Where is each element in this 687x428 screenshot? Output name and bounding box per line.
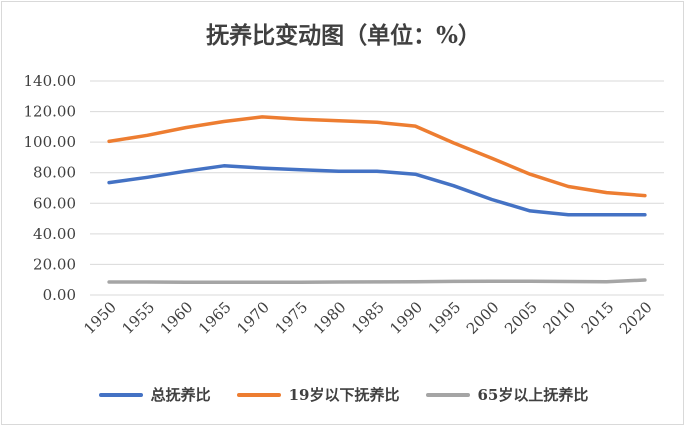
x-tick-label: 1985 bbox=[348, 298, 388, 338]
y-tick-label: 20.00 bbox=[33, 255, 76, 273]
legend-label: 65岁以上抚养比 bbox=[477, 386, 589, 404]
legend-item: 总抚养比 bbox=[98, 384, 211, 405]
x-tick-label: 1980 bbox=[310, 298, 350, 338]
legend-item: 19岁以下抚养比 bbox=[236, 384, 400, 405]
y-tick-label: 80.00 bbox=[33, 164, 76, 182]
y-tick-label: 120.00 bbox=[24, 103, 77, 121]
legend-item: 65岁以上抚养比 bbox=[425, 384, 589, 405]
x-tick-label: 2005 bbox=[501, 298, 541, 338]
x-tick-label: 2015 bbox=[578, 298, 618, 338]
x-tick-label: 1950 bbox=[80, 298, 120, 338]
x-tick-label: 1975 bbox=[272, 298, 312, 338]
x-tick-label: 2010 bbox=[539, 298, 579, 338]
legend: 总抚养比 19岁以下抚养比 65岁以上抚养比 bbox=[0, 384, 687, 405]
y-tick-label: 0.00 bbox=[43, 286, 76, 304]
x-tick-label: 1960 bbox=[157, 298, 197, 338]
x-tick-label: 1995 bbox=[425, 298, 465, 338]
y-tick-label: 40.00 bbox=[33, 225, 76, 243]
legend-swatch bbox=[98, 392, 143, 397]
y-tick-label: 60.00 bbox=[33, 194, 76, 212]
chart-title: 抚养比变动图（单位：%） bbox=[206, 22, 481, 49]
x-tick-label: 2020 bbox=[616, 298, 656, 338]
y-tick-label: 140.00 bbox=[24, 72, 77, 90]
y-tick-label: 100.00 bbox=[24, 133, 77, 151]
x-tick-label: 1970 bbox=[233, 298, 273, 338]
x-tick-label: 1955 bbox=[118, 298, 158, 338]
x-tick-label: 1990 bbox=[386, 298, 426, 338]
legend-swatch bbox=[236, 392, 281, 397]
x-tick-label: 2000 bbox=[463, 298, 503, 338]
series-line-0 bbox=[107, 164, 647, 217]
legend-label: 总抚养比 bbox=[150, 386, 211, 404]
series-line-1 bbox=[107, 115, 647, 198]
legend-swatch bbox=[425, 392, 470, 397]
series-line-2 bbox=[107, 278, 647, 285]
x-tick-label: 1965 bbox=[195, 298, 235, 338]
legend-label: 19岁以下抚养比 bbox=[288, 386, 400, 404]
